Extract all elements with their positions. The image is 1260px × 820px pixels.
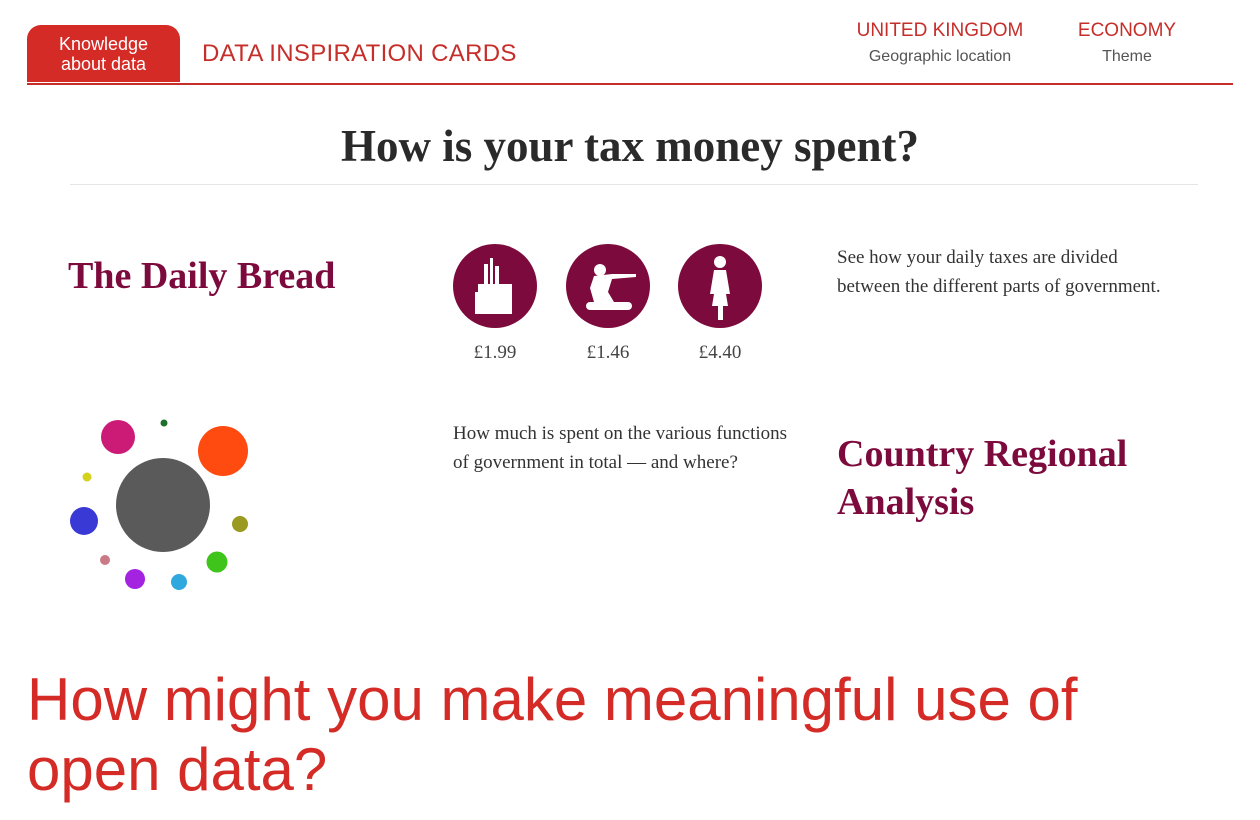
factory-icon xyxy=(453,244,537,328)
title-divider xyxy=(70,184,1198,185)
bubble xyxy=(125,569,145,589)
bubble xyxy=(116,458,210,552)
bubble xyxy=(82,472,92,482)
bubble xyxy=(101,420,135,454)
location-value: UNITED KINGDOM xyxy=(856,20,1024,41)
soldier-tank-icon xyxy=(566,244,650,328)
bubble-cluster-graphic xyxy=(60,410,260,600)
badge-label: Knowledge about data xyxy=(58,33,149,74)
daily-bread-description: See how your daily taxes are divided bet… xyxy=(837,247,1161,297)
regional-description: How much is spent on the various functio… xyxy=(453,423,788,473)
theme-value: ECONOMY xyxy=(1077,20,1177,41)
bubble xyxy=(198,426,248,476)
amount-label: £1.99 xyxy=(473,342,517,363)
amount-label: £1.46 xyxy=(586,342,630,363)
regional-title: Country Regional Analysis xyxy=(837,433,1128,523)
theme-meta: ECONOMY Theme xyxy=(1067,20,1187,66)
elderly-person-icon xyxy=(678,244,762,328)
page-title: How is your tax money spent? xyxy=(341,121,919,171)
location-label: Geographic location xyxy=(868,48,1012,65)
theme-label: Theme xyxy=(1102,48,1152,65)
bubble xyxy=(160,419,168,427)
prompt-question: How might you make meaningful use of ope… xyxy=(27,666,1078,803)
bubble xyxy=(232,516,248,532)
bubble xyxy=(206,551,228,573)
amount-label: £4.40 xyxy=(698,342,742,363)
bubble xyxy=(70,507,98,535)
knowledge-badge: Knowledge about data xyxy=(27,25,180,82)
header-bar: Knowledge about data DATA INSPIRATION CA… xyxy=(27,0,1233,85)
daily-bread-title: The Daily Bread xyxy=(68,255,336,297)
bubble xyxy=(171,574,187,590)
cards-title: DATA INSPIRATION CARDS xyxy=(202,40,517,67)
bubble xyxy=(100,555,110,565)
location-meta: UNITED KINGDOM Geographic location xyxy=(845,20,1035,66)
